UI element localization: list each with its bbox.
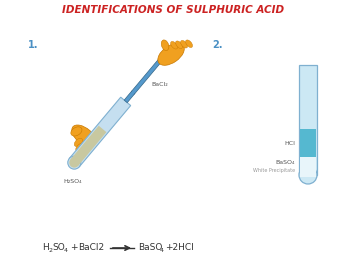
Text: BaSO: BaSO	[138, 244, 162, 253]
Ellipse shape	[74, 138, 83, 146]
Polygon shape	[124, 58, 163, 103]
Text: BaCl2: BaCl2	[78, 244, 104, 253]
Text: BaSO₄: BaSO₄	[276, 160, 295, 165]
Ellipse shape	[77, 148, 85, 157]
Text: BaCl₂: BaCl₂	[151, 82, 168, 87]
Ellipse shape	[79, 153, 87, 162]
Ellipse shape	[186, 40, 193, 48]
Text: +2HCl: +2HCl	[165, 244, 194, 253]
Text: +: +	[70, 244, 77, 253]
Ellipse shape	[176, 41, 183, 48]
Polygon shape	[300, 129, 316, 157]
Ellipse shape	[76, 143, 84, 151]
Ellipse shape	[158, 43, 184, 65]
Circle shape	[69, 158, 79, 168]
Polygon shape	[70, 126, 107, 166]
Ellipse shape	[171, 41, 178, 49]
Circle shape	[68, 156, 81, 169]
Ellipse shape	[161, 40, 169, 50]
Text: SO: SO	[52, 244, 65, 253]
Text: 2: 2	[49, 248, 52, 253]
Circle shape	[299, 166, 317, 184]
Ellipse shape	[71, 127, 82, 136]
Polygon shape	[299, 65, 317, 175]
Polygon shape	[69, 97, 131, 167]
Text: 2.: 2.	[212, 40, 222, 50]
Polygon shape	[300, 157, 316, 177]
Text: IDENTIFICATIONS OF SULPHURIC ACID: IDENTIFICATIONS OF SULPHURIC ACID	[62, 5, 284, 15]
Text: 1.: 1.	[28, 40, 39, 50]
Ellipse shape	[72, 125, 97, 148]
Text: White Precipitate: White Precipitate	[253, 168, 295, 173]
Text: HCl: HCl	[284, 141, 295, 146]
Text: H₂SO₄: H₂SO₄	[63, 179, 82, 184]
Text: H: H	[42, 244, 49, 253]
Text: 4: 4	[64, 248, 68, 253]
Ellipse shape	[180, 40, 187, 48]
Text: 4: 4	[160, 248, 164, 253]
